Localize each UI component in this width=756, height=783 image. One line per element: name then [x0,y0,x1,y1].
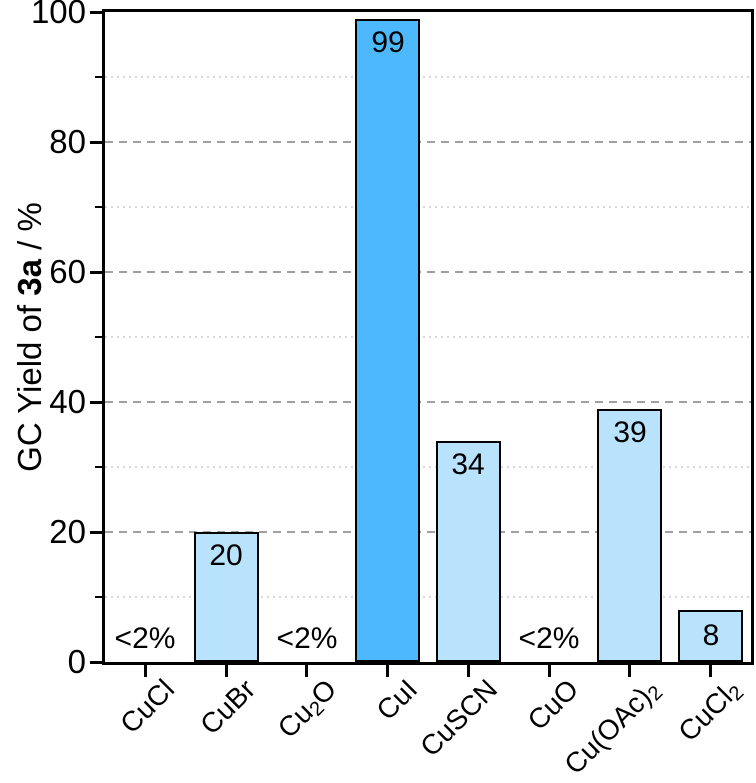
gridline-major [105,531,751,533]
bar [597,408,662,662]
bar-chart: GC Yield of 3a / % 0 20 40 60 80 100 <2% CuCl 20… [8,0,754,780]
gridline-major [105,141,751,143]
y-tick-label: 100 [30,0,86,30]
y-axis-minor-tick [95,336,102,338]
gridline-minor [105,76,751,78]
y-tick-label: 20 [49,513,86,550]
y-tick-label: 0 [67,643,86,680]
y-axis-title: GC Yield of 3a / % [8,12,52,662]
x-category-label: CuSCN [414,673,504,763]
bar-value-label: 20 [209,539,243,572]
bar [355,18,420,662]
y-axis-title-part: GC Yield of [11,295,49,472]
y-axis-major-tick [90,660,102,664]
bar-value-label: 99 [371,25,405,59]
x-category-label: Cu2O [271,673,343,744]
x-axis-tick [466,665,470,677]
bar [194,532,259,662]
gridline-minor [105,336,751,338]
y-axis-major-tick [90,10,102,14]
y-tick-label: 60 [49,253,86,290]
y-axis-minor-tick [95,206,102,208]
y-axis-title-part: / % [11,202,49,260]
x-axis-tick [628,665,632,677]
y-axis-major-tick [90,140,102,144]
subscript: 2 [644,682,668,706]
gridline-minor [105,596,751,598]
subscript: 2 [305,697,330,721]
bar [436,441,501,662]
bar-value-label: <2% [114,622,176,655]
x-category-label: CuO [521,673,585,736]
gridline-minor [105,466,751,468]
gridline-minor [105,206,751,208]
x-axis-tick [305,665,309,677]
y-axis-major-tick [90,270,102,274]
x-axis-tick [386,665,390,677]
plot-frame [102,9,754,665]
x-category-label: CuCl [114,673,181,740]
y-axis-title-text: GC Yield of 3a / % [11,202,49,472]
y-axis-minor-tick [95,596,102,598]
y-tick-label: 40 [49,383,86,420]
y-axis-minor-tick [95,466,102,468]
x-axis-tick [224,665,228,677]
x-axis-tick [709,665,713,677]
gridline-major [105,401,751,403]
x-category-label: CuI [370,673,424,727]
bar-value-label: <2% [276,622,338,655]
bar-value-label: <2% [518,622,580,655]
y-axis-major-tick [90,530,102,534]
y-axis-minor-tick [95,76,102,78]
y-axis-major-tick [90,400,102,404]
y-tick-label: 80 [49,123,86,160]
bar [678,610,743,662]
x-axis-tick [143,665,147,677]
x-axis-tick [547,665,551,677]
bar-value-label: 8 [702,619,720,652]
gridline-major [105,271,751,273]
page: { "chart_data": { "type": "bar", "title"… [8,0,754,781]
bar-value-label: 39 [613,415,647,449]
subscript: 2 [725,682,749,706]
x-category-label: CuBr [194,673,262,741]
x-category-label: CuCl2 [672,681,749,748]
bar-value-label: 34 [451,448,485,481]
